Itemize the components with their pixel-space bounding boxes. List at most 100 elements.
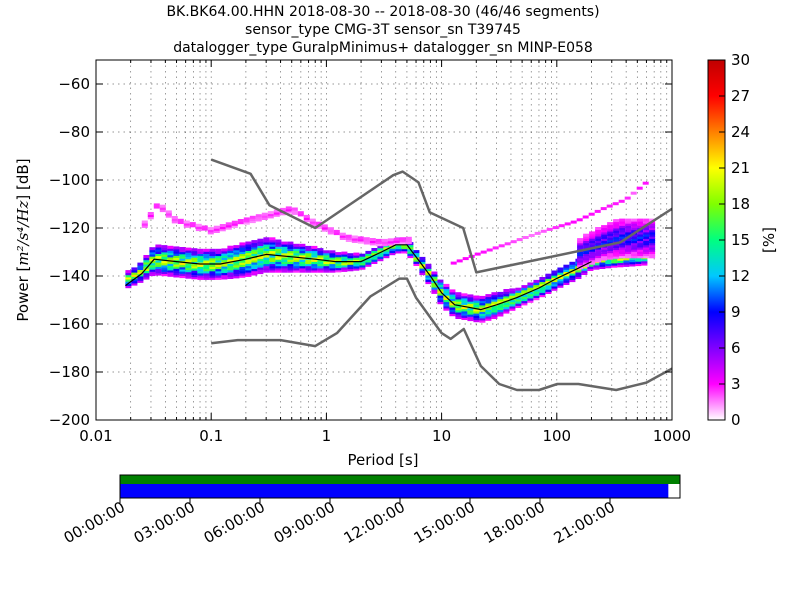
psd-cell — [606, 204, 613, 208]
psd-cell — [649, 227, 656, 231]
psd-cell — [173, 246, 180, 250]
psd-cell — [125, 278, 132, 282]
psd-cell — [503, 297, 510, 301]
psd-cell — [359, 264, 366, 268]
psd-cell — [207, 231, 214, 235]
psd-cell — [577, 238, 584, 242]
nlnm-line — [211, 277, 672, 392]
psd-cell — [161, 247, 168, 251]
psd-cell — [569, 277, 576, 280]
psd-cell — [613, 227, 620, 231]
psd-cell — [601, 227, 608, 231]
psd-cell — [461, 306, 468, 310]
psd-cell — [293, 250, 300, 254]
psd-cell — [353, 261, 360, 265]
psd-cell — [359, 260, 366, 264]
psd-cell — [589, 233, 596, 237]
psd-cell — [485, 304, 492, 308]
psd-cell — [279, 212, 286, 216]
psd-cell — [287, 256, 294, 260]
psd-cell — [629, 263, 636, 267]
psd-cell — [213, 225, 220, 229]
psd-cell — [335, 260, 342, 264]
psd-cell — [227, 269, 234, 273]
psd-cell — [203, 274, 210, 278]
psd-cell — [527, 295, 534, 299]
psd-cell — [613, 221, 620, 225]
psd-cell — [473, 297, 480, 301]
psd-cell — [269, 243, 276, 247]
psd-cell — [173, 270, 180, 274]
psd-cell — [601, 233, 608, 237]
psd-cell — [497, 309, 504, 313]
psd-cell — [263, 237, 270, 241]
psd-cell — [456, 259, 463, 263]
psd-cell — [221, 250, 228, 254]
psd-cell — [293, 258, 300, 262]
psd-cell — [449, 304, 456, 308]
psd-cell — [413, 260, 420, 264]
psd-cell — [637, 255, 644, 259]
psd-cell — [287, 265, 294, 269]
psd-cell — [601, 238, 608, 242]
psd-cell — [522, 236, 529, 239]
timeline: 00:00:00 03:00:00 06:00:00 09:00:00 12:00:00… — [61, 474, 681, 547]
psd-cell — [563, 266, 570, 270]
psd-cell — [293, 269, 300, 273]
psd-cell — [263, 250, 270, 254]
psd-cell — [371, 256, 378, 260]
psd-cell — [551, 272, 558, 276]
psd-cell — [595, 255, 602, 259]
psd-cell — [353, 267, 360, 271]
psd-cell — [443, 294, 450, 298]
psd-cell — [551, 277, 558, 280]
psd-cell — [261, 214, 268, 218]
psd-cell — [267, 213, 274, 217]
psd-cell — [625, 244, 632, 248]
psd-cell — [155, 266, 162, 270]
psd-cell — [179, 268, 186, 272]
psd-cell — [521, 293, 528, 297]
timeline-tick-label: 06:00:00 — [201, 498, 268, 547]
psd-cell — [455, 303, 462, 306]
psd-cell — [269, 254, 276, 258]
psd-cell — [161, 245, 168, 249]
psd-cell — [321, 228, 328, 232]
psd-cell — [649, 255, 656, 259]
psd-cell — [167, 263, 174, 266]
psd-cell — [509, 299, 516, 303]
psd-cell — [503, 304, 510, 308]
psd-cell — [479, 295, 486, 299]
psd-cell — [303, 214, 310, 218]
colorbar-tick-label: 6 — [731, 339, 741, 357]
psd-cell — [269, 263, 276, 267]
psd-cell — [613, 251, 620, 255]
psd-cell — [479, 313, 486, 317]
psd-cell — [311, 258, 318, 262]
psd-cell — [613, 236, 620, 240]
psd-cell — [359, 253, 366, 257]
psd-cell — [467, 296, 474, 300]
psd-cell — [333, 229, 340, 233]
psd-cell — [589, 250, 596, 254]
psd-cell — [613, 247, 620, 251]
psd-cell — [521, 300, 528, 304]
psd-cell — [629, 261, 636, 265]
psd-cell — [131, 276, 138, 280]
psd-cell — [191, 272, 198, 275]
psd-cell — [449, 313, 456, 317]
psd-cell — [395, 248, 402, 252]
timeline-tick-label: 18:00:00 — [481, 498, 548, 547]
psd-cell — [125, 272, 132, 276]
psd-cell — [491, 316, 498, 319]
psd-cell — [473, 295, 480, 299]
psd-cell — [149, 251, 156, 255]
psd-cell — [381, 243, 388, 247]
psd-cell — [425, 263, 432, 267]
psd-cell — [197, 257, 204, 261]
psd-cell — [293, 256, 300, 260]
psd-cell — [461, 310, 468, 314]
psd-cell — [527, 297, 534, 301]
psd-cell — [509, 292, 516, 296]
psd-cell — [357, 236, 364, 240]
